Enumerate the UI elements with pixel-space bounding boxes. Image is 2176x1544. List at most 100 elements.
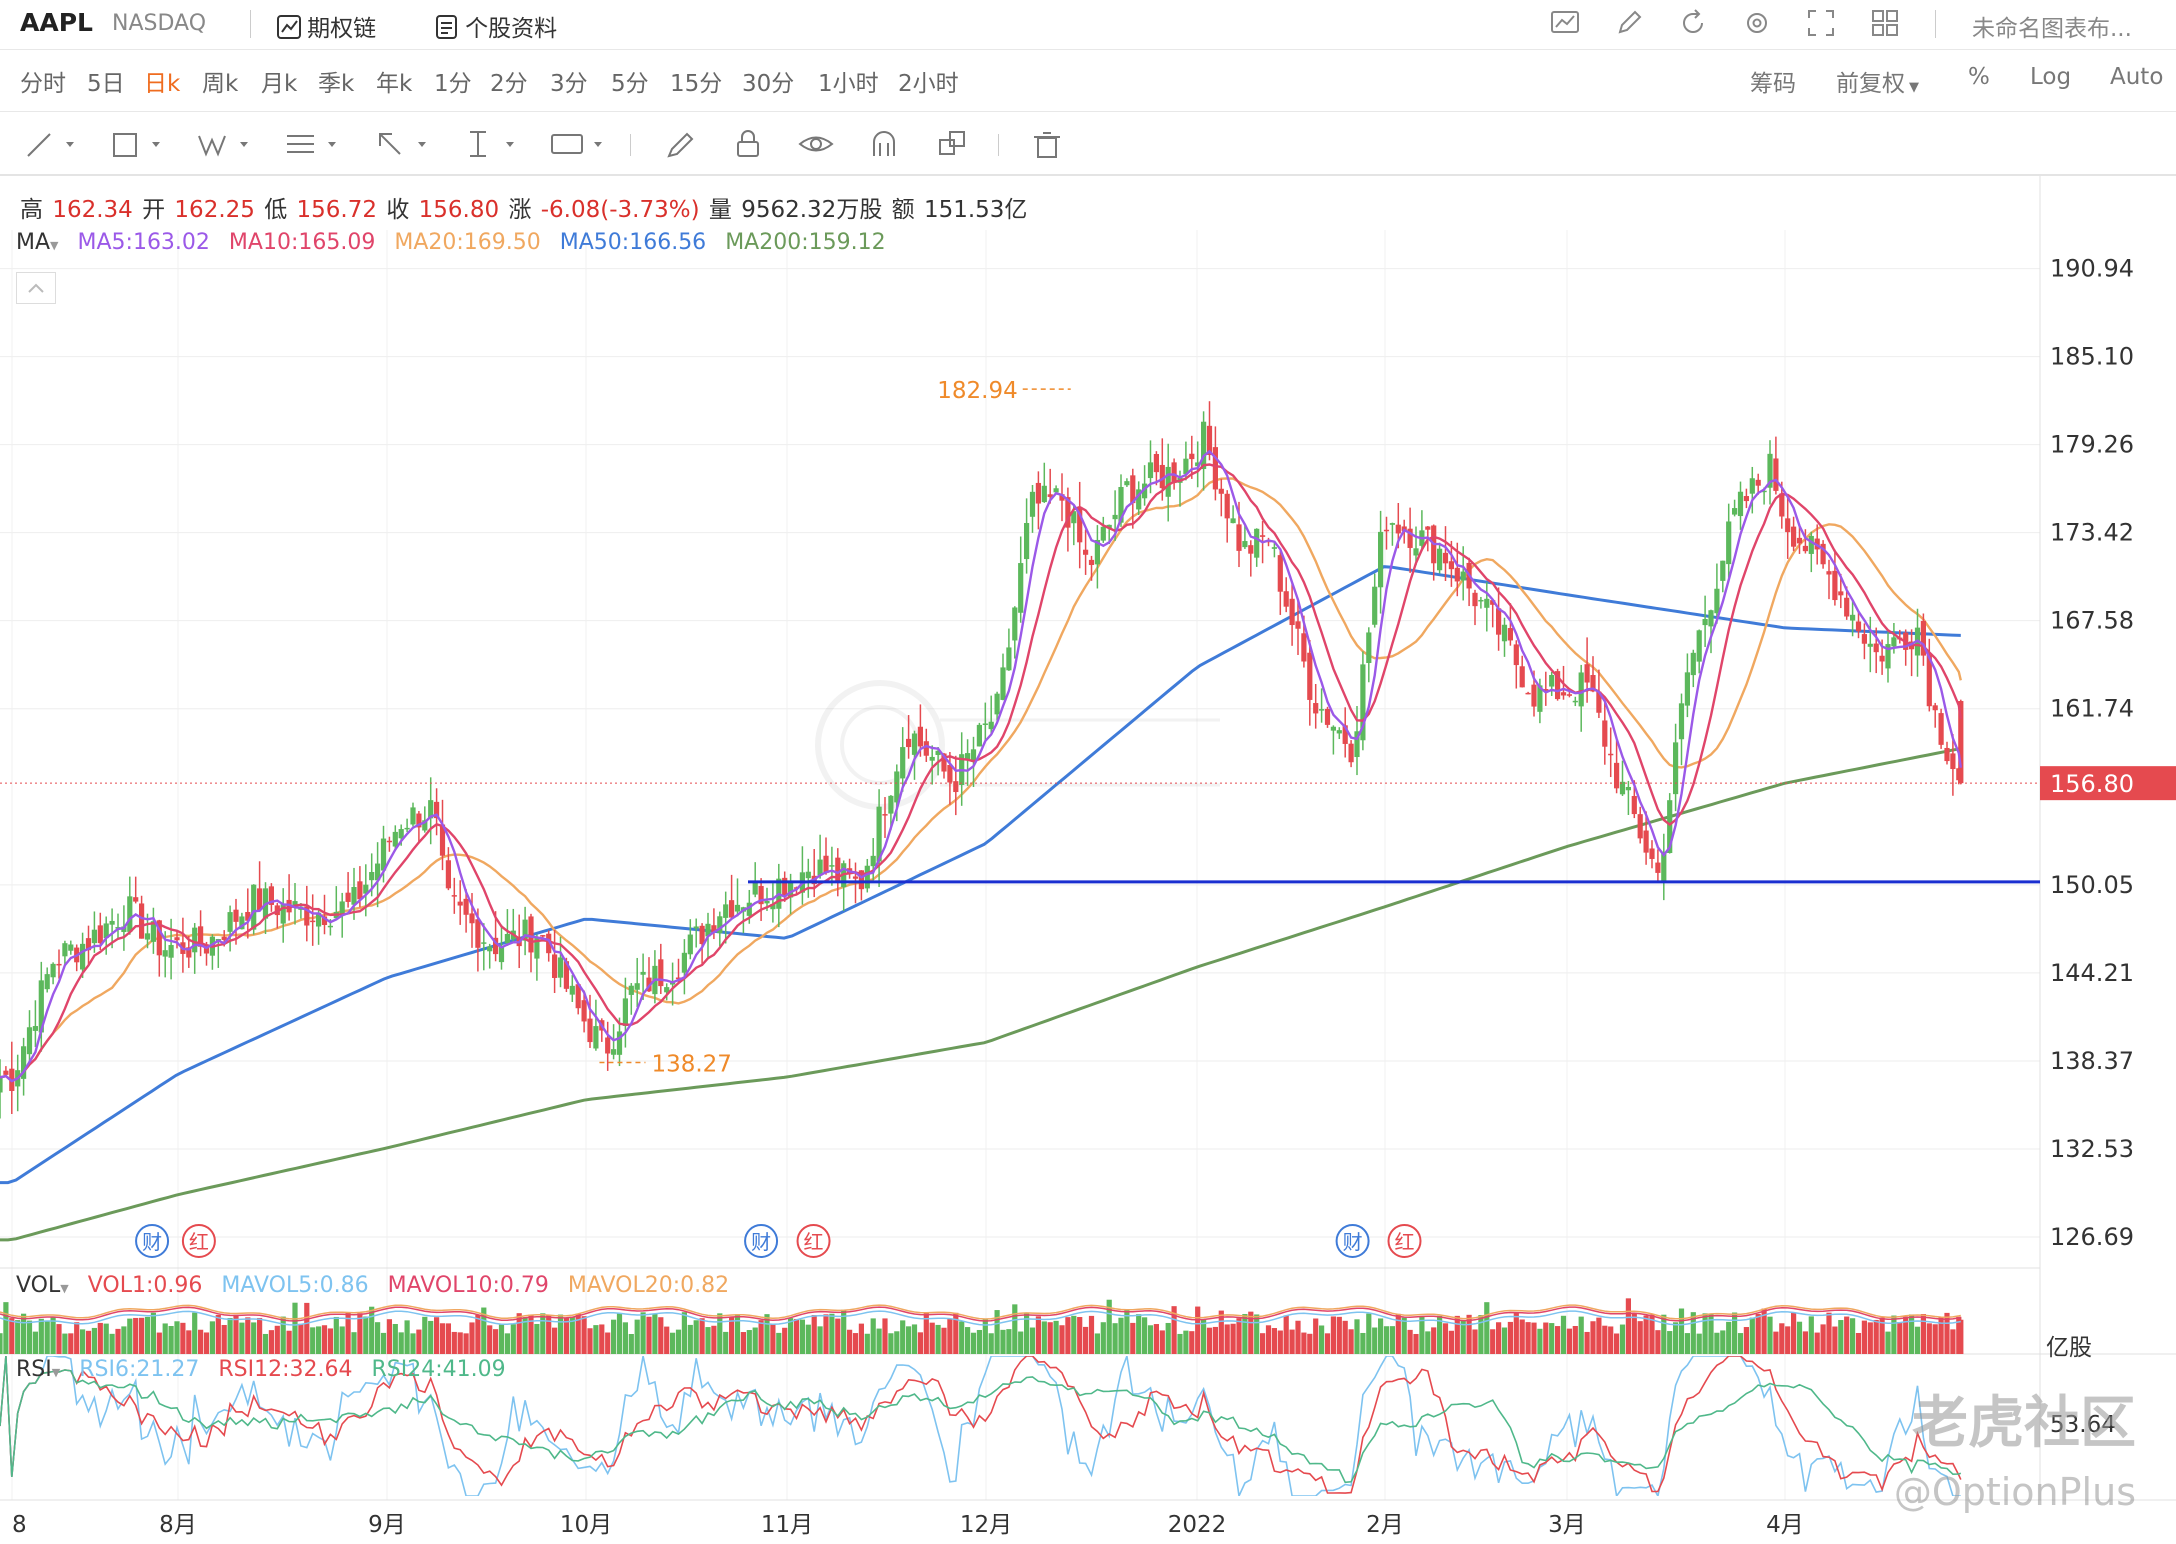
volume-bar <box>729 1316 735 1354</box>
trash-icon[interactable] <box>1030 128 1064 160</box>
ma-indicator-selector[interactable]: MA▼ <box>16 230 59 255</box>
stock-profile-link[interactable]: 个股资料 <box>434 9 557 43</box>
candle-body <box>634 983 640 990</box>
volume-bar <box>463 1333 469 1354</box>
percent-toggle[interactable]: % <box>1968 64 1990 90</box>
volume-bar <box>970 1332 977 1354</box>
volume-bar <box>687 1324 693 1354</box>
period-5d[interactable]: 5日 <box>87 71 125 97</box>
period-monthly[interactable]: 月k <box>261 71 298 97</box>
volume-bar <box>91 1327 97 1354</box>
collapse-legend-button[interactable] <box>16 272 56 304</box>
rectangle-tool-icon[interactable] <box>110 128 166 160</box>
candle-body <box>557 957 564 978</box>
volume-bar <box>675 1329 682 1354</box>
candle-body <box>546 933 552 954</box>
volume-bar <box>1177 1333 1183 1354</box>
candle-body <box>1071 511 1077 524</box>
visibility-eye-icon[interactable] <box>798 128 838 160</box>
lock-icon[interactable] <box>732 128 766 160</box>
volume-bar <box>475 1314 481 1354</box>
period-5min[interactable]: 5分 <box>611 71 649 97</box>
fibonacci-tool-icon[interactable] <box>284 128 344 160</box>
volume-bar <box>221 1324 227 1354</box>
volume-bar <box>1501 1327 1508 1354</box>
earnings-marker <box>1335 1224 1370 1258</box>
volume-bar <box>1431 1327 1437 1354</box>
period-2hour[interactable]: 2小时 <box>898 71 959 97</box>
vol-indicator-selector[interactable]: VOL▼ <box>16 1273 69 1298</box>
volume-bar <box>1018 1331 1024 1354</box>
volume-bar <box>44 1320 50 1354</box>
volume-bar <box>392 1323 398 1354</box>
brush-tool-icon[interactable] <box>664 128 698 160</box>
period-3min[interactable]: 3分 <box>550 71 588 97</box>
volume-bar <box>1401 1317 1407 1354</box>
volume-bar <box>628 1333 634 1354</box>
fullscreen-icon[interactable] <box>1806 8 1836 38</box>
period-1hour[interactable]: 1小时 <box>818 71 879 97</box>
volume-bar <box>587 1328 593 1354</box>
volume-bar <box>599 1324 605 1354</box>
period-quarterly[interactable]: 季k <box>318 71 355 97</box>
candle-body <box>487 946 493 952</box>
log-toggle[interactable]: Log <box>2030 64 2072 90</box>
candle-body <box>1124 481 1130 486</box>
candle-body <box>1383 529 1390 532</box>
options-chain-link[interactable]: 期权链 <box>276 9 376 43</box>
volume-bar <box>1136 1314 1142 1354</box>
candle-body <box>1260 535 1266 537</box>
wave-tool-icon[interactable] <box>196 128 256 160</box>
period-daily[interactable]: 日k <box>144 71 181 97</box>
period-yearly[interactable]: 年k <box>376 71 413 97</box>
measure-tool-icon[interactable] <box>462 128 522 160</box>
arrow-tool-icon[interactable] <box>374 128 434 160</box>
auto-toggle[interactable]: Auto <box>2110 64 2164 90</box>
candle-body <box>1254 528 1260 558</box>
volume-bar <box>422 1316 428 1354</box>
period-1min[interactable]: 1分 <box>434 71 472 97</box>
candle-body <box>1820 543 1826 565</box>
price-tick-label: 150.05 <box>2050 871 2134 899</box>
candle-body <box>1926 655 1932 707</box>
volume-bar <box>186 1330 192 1354</box>
candle-body <box>1584 664 1590 683</box>
candle-body <box>1053 488 1059 493</box>
chevron-up-icon <box>28 283 44 293</box>
clone-icon[interactable] <box>936 128 970 160</box>
event-markers[interactable]: 财红财红财红 <box>135 1224 1422 1258</box>
rsi-indicator-selector[interactable]: RSI▼ <box>16 1357 60 1382</box>
chart-layout-name[interactable]: 未命名图表布... <box>1972 16 2132 42</box>
period-weekly[interactable]: 周k <box>202 71 239 97</box>
period-15min[interactable]: 15分 <box>670 71 723 97</box>
volume-bar <box>1419 1316 1425 1354</box>
price-label-tool-icon[interactable] <box>550 128 610 160</box>
candle-body <box>434 801 440 819</box>
layout-grid-icon[interactable] <box>1870 8 1900 38</box>
candle-body <box>97 925 103 944</box>
candle-body <box>1442 552 1449 564</box>
reset-icon[interactable] <box>1678 8 1708 38</box>
low-value: 156.72 <box>296 197 378 223</box>
volume-bar <box>1832 1326 1838 1354</box>
period-intraday[interactable]: 分时 <box>20 71 66 97</box>
chips-toggle[interactable]: 筹码 <box>1750 71 1796 97</box>
magnet-icon[interactable] <box>868 128 902 160</box>
ma5-legend: MA5:163.02 <box>77 230 210 255</box>
adjust-dropdown[interactable]: 前复权 ▼ <box>1836 64 1919 98</box>
trendline-tool-icon[interactable] <box>24 128 80 160</box>
candle-body <box>1655 862 1661 873</box>
period-30min[interactable]: 30分 <box>742 71 795 97</box>
volume-bar <box>1543 1322 1549 1354</box>
volume-bar <box>1165 1322 1171 1354</box>
period-2min[interactable]: 2分 <box>490 71 528 97</box>
settings-gear-icon[interactable] <box>1742 8 1772 38</box>
candle-body <box>616 1031 623 1055</box>
volume-bar <box>369 1306 375 1354</box>
volume-bar <box>734 1314 741 1354</box>
candle-body <box>1472 592 1478 607</box>
draw-pen-icon[interactable] <box>1614 8 1644 38</box>
candle-body <box>457 901 463 906</box>
indicator-icon[interactable] <box>1550 8 1580 38</box>
